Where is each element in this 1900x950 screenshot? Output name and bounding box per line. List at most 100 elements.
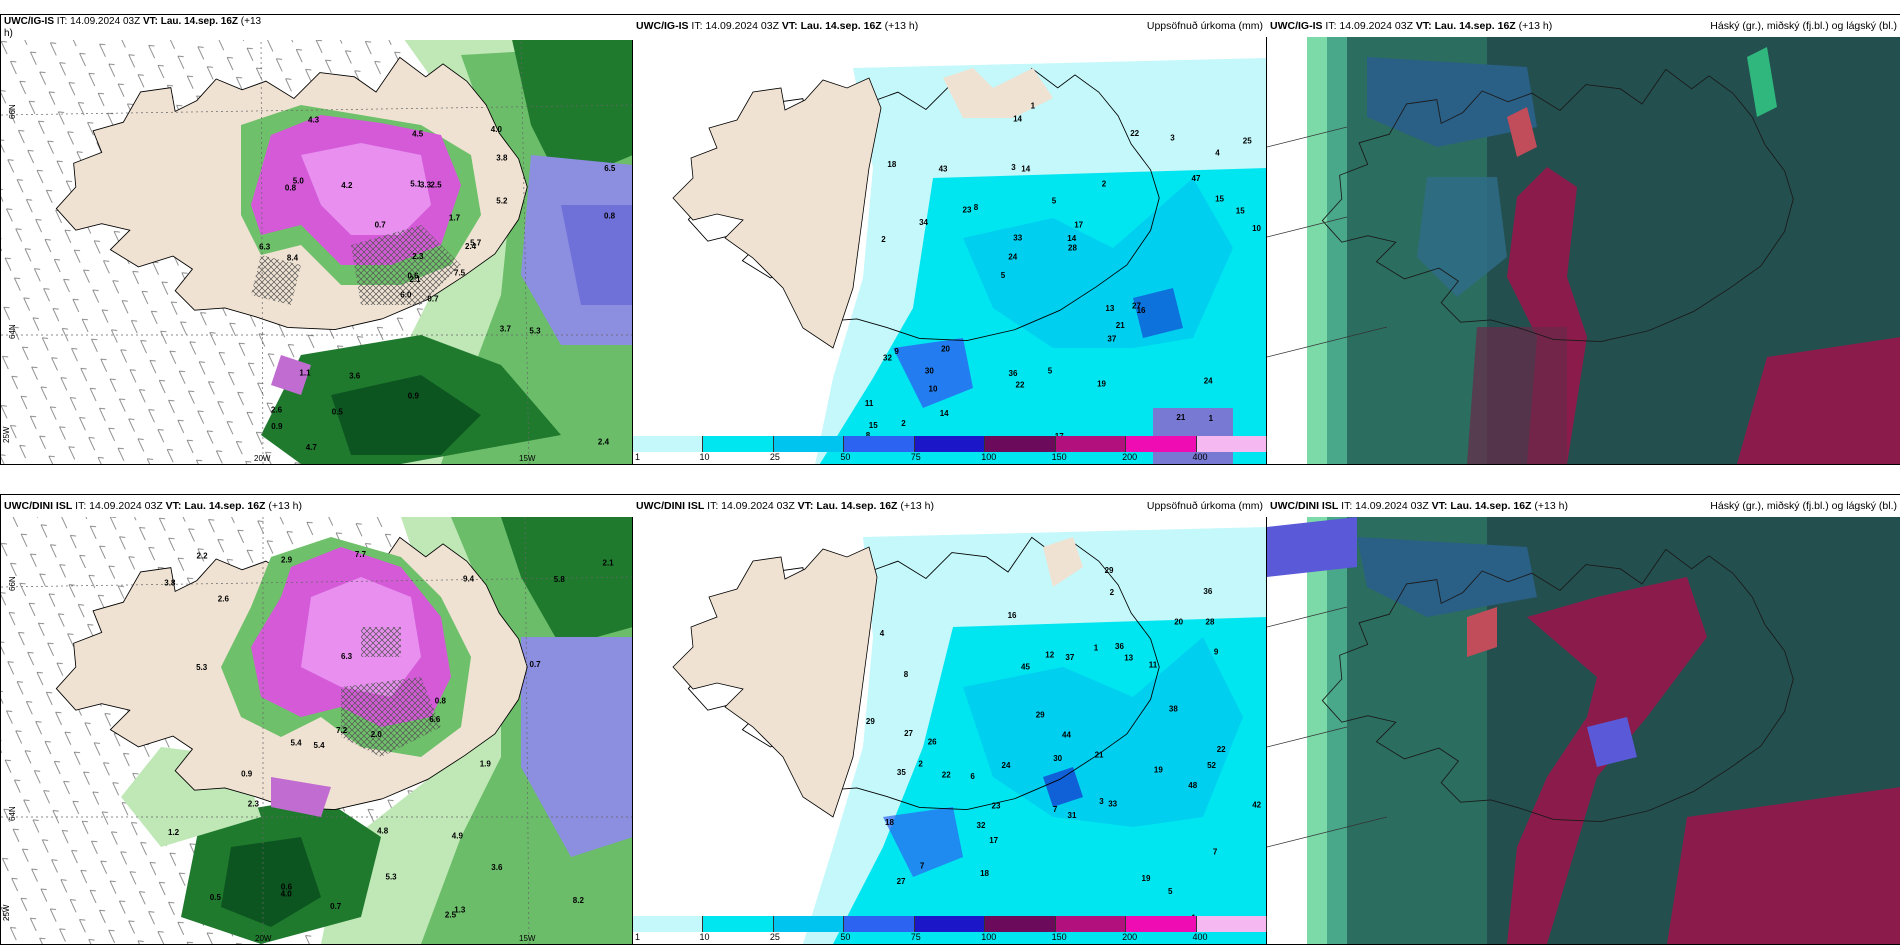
value-label: 7.7	[355, 550, 367, 559]
panel-top-right-clouds: UWC/IG-IS IT: 14.09.2024 03Z VT: Lau. 14…	[1266, 14, 1900, 465]
value-label: 2.5	[430, 180, 442, 189]
lat-label-66n: 66N	[8, 576, 17, 591]
value-label: 8	[904, 670, 909, 679]
value-label: 15	[1215, 195, 1224, 204]
colorbar-segment	[703, 916, 774, 932]
value-label: 0.7	[427, 294, 439, 303]
valid-time: VT: Lau. 14.sep. 16Z	[165, 500, 266, 512]
value-label: 27	[904, 729, 913, 738]
value-label: 2	[1102, 180, 1107, 189]
colorbar: 1 10 25 50 75 100 150 200 400	[633, 916, 1267, 942]
value-label: 10	[929, 385, 938, 394]
value-label: 17	[989, 836, 998, 845]
colorbar-segment	[773, 436, 845, 452]
value-label: 0.5	[210, 893, 222, 902]
value-label: 2.1	[409, 275, 421, 284]
value-label: 6	[970, 772, 975, 781]
precip-values: 1245223598111014171618141013152436334322…	[865, 102, 1262, 446]
value-label: 32	[977, 821, 986, 830]
model-name: UWC/IG-IS	[4, 16, 54, 27]
value-label: 1	[1094, 643, 1099, 652]
colorbar-segment	[985, 436, 1056, 452]
valid-time: VT: Lau. 14.sep. 16Z	[142, 16, 239, 27]
panel-title: Uppsöfnuð úrkoma (mm)	[1146, 20, 1263, 32]
value-label: 29	[1105, 566, 1114, 575]
value-label: 5.2	[496, 196, 508, 205]
colorbar-segment	[1196, 436, 1267, 452]
lon-label-25w: 25W	[2, 426, 11, 443]
lon-label-15w: 15W	[519, 454, 536, 463]
value-label: 0.9	[408, 392, 420, 401]
value-label: 26	[928, 738, 937, 747]
value-label: 1.3	[454, 906, 466, 915]
value-label: 1.7	[449, 214, 461, 223]
value-label: 2.1	[603, 559, 615, 568]
value-label: 2.5	[445, 911, 457, 920]
panel-title: Uppsöfnuð úrkoma (mm)	[1146, 500, 1263, 512]
panel-header: UWC/DINI ISL IT: 14.09.2024 03Z VT: Lau.…	[1267, 495, 1900, 517]
colorbar-segment	[633, 436, 704, 452]
value-label: 5	[1001, 271, 1006, 280]
value-label: 23	[963, 206, 972, 215]
value-label: 3.7	[500, 324, 512, 333]
value-label: 5.8	[554, 575, 566, 584]
colorbar-segment	[1055, 436, 1127, 452]
panel-bot-left-wind-precip: UWC/DINI ISL IT: 14.09.2024 03Z VT: Lau.…	[0, 494, 634, 945]
panel-bot-right-clouds: UWC/DINI ISL IT: 14.09.2024 03Z VT: Lau.…	[1266, 494, 1900, 945]
value-label: 5.0	[293, 176, 305, 185]
colorbar-segment	[773, 916, 845, 932]
colorbar-segment	[1126, 916, 1197, 932]
value-label: 2	[901, 419, 906, 428]
value-label: 4.8	[377, 826, 389, 835]
value-label: 12	[1045, 650, 1054, 659]
value-label: 36	[1203, 587, 1212, 596]
value-label: 0.8	[435, 696, 447, 705]
value-label: 5.3	[196, 663, 208, 672]
value-label: 3.6	[349, 371, 361, 380]
value-label: 8.4	[287, 254, 299, 263]
init-time: IT: 14.09.2024 03Z	[707, 500, 795, 512]
value-label: 1	[1209, 414, 1214, 423]
model-name: UWC/DINI ISL	[1270, 500, 1339, 512]
value-label: 24	[1002, 761, 1011, 770]
value-label: 2.9	[281, 556, 293, 565]
init-time: IT: 14.09.2024 03Z	[75, 500, 163, 512]
init-time: IT: 14.09.2024 03Z	[1325, 20, 1413, 32]
lon-label-25w: 25W	[2, 904, 11, 921]
value-label: 3	[1099, 797, 1104, 806]
colorbar-label: 50	[840, 452, 851, 462]
value-label: 2.2	[197, 552, 209, 561]
value-label: 0.7	[375, 221, 387, 230]
value-label: 19	[1142, 874, 1151, 883]
value-label: 18	[885, 818, 894, 827]
value-label: 22	[942, 771, 951, 780]
map-accum-precip: 1245223598111014171618141013152436334322…	[633, 48, 1267, 464]
lead-time: (+13 h)	[884, 20, 919, 32]
model-name: UWC/IG-IS	[1270, 20, 1323, 32]
value-label: 23	[992, 802, 1001, 811]
value-label: 30	[925, 366, 934, 375]
value-label: 42	[1252, 801, 1261, 810]
value-label: 22	[1217, 745, 1226, 754]
value-label: 4.0	[281, 890, 293, 899]
value-label: 5.4	[314, 741, 326, 750]
init-time: IT: 14.09.2024 03Z	[1341, 500, 1429, 512]
value-label: 6.6	[429, 715, 441, 724]
value-label: 4.9	[452, 831, 464, 840]
colorbar-label: 1	[635, 452, 641, 462]
panel-header: UWC/IG-IS IT: 14.09.2024 03Z VT: Lau. 14…	[633, 15, 1267, 37]
value-label: 28	[1068, 244, 1077, 253]
map-wind-precip: 66N 64N 25W 20W 15W 0.7 0.8 2.1 2.6 2.4 3.6 4.…	[1, 15, 633, 464]
value-label: 27	[897, 877, 906, 886]
colorbar-label: 100	[981, 452, 997, 462]
panel-header: UWC/IG-IS IT: 14.09.2024 03Z VT: Lau. 14…	[1267, 15, 1900, 37]
value-label: 19	[1154, 766, 1163, 775]
value-label: 1	[1031, 102, 1036, 111]
value-label: 16	[1137, 306, 1146, 315]
value-label: 21	[1176, 413, 1185, 422]
value-label: 17	[1074, 221, 1083, 230]
valid-time: VT: Lau. 14.sep. 16Z	[1431, 500, 1532, 512]
value-label: 9	[894, 347, 899, 356]
colorbar-label: 25	[769, 452, 780, 462]
colorbar-label: 50	[840, 932, 851, 942]
